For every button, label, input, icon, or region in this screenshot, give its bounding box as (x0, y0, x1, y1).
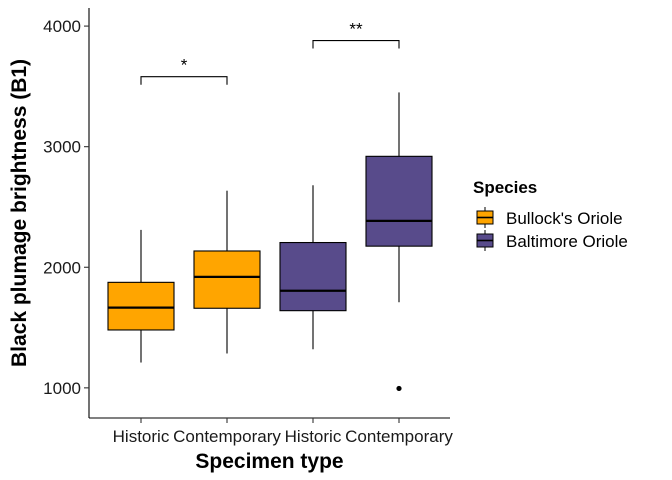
box-body (365, 155, 433, 247)
significance-bracket-0: * (140, 56, 228, 85)
bracket-line (140, 76, 228, 85)
x-tick-label: Contemporary (345, 427, 453, 446)
bracket-line (312, 40, 400, 49)
x-tick-label: Historic (113, 427, 170, 446)
y-tick-label: 3000 (43, 138, 81, 157)
box-body (107, 281, 175, 331)
x-tick-label: Historic (285, 427, 342, 446)
y-tick-label: 4000 (43, 17, 81, 36)
y-axis-title: Black plumage brightness (B1) (8, 59, 31, 367)
legend-title: Species (473, 178, 537, 197)
box-body (279, 241, 347, 312)
legend-label: Baltimore Oriole (506, 232, 628, 251)
legend-entry-1: Baltimore Oriole (476, 230, 628, 251)
significance-bracket-1: ** (312, 20, 400, 49)
legend-label: Bullock's Oriole (506, 209, 623, 228)
box-3 (365, 92, 433, 392)
y-tick-label: 2000 (43, 258, 81, 277)
significance-label: ** (349, 20, 363, 39)
outlier-point (396, 385, 402, 392)
x-axis-title: Specimen type (195, 450, 343, 473)
box-2 (279, 185, 347, 350)
box-1 (193, 190, 261, 354)
box-0 (107, 229, 175, 363)
significance-label: * (181, 56, 188, 75)
plot-area: *** (107, 20, 433, 392)
legend: Species Bullock's Oriole Baltimore Oriole (473, 178, 628, 251)
legend-entry-0: Bullock's Oriole (476, 207, 623, 228)
x-tick-label: Contemporary (173, 427, 281, 446)
y-tick-label: 1000 (43, 379, 81, 398)
box-body (193, 250, 261, 309)
